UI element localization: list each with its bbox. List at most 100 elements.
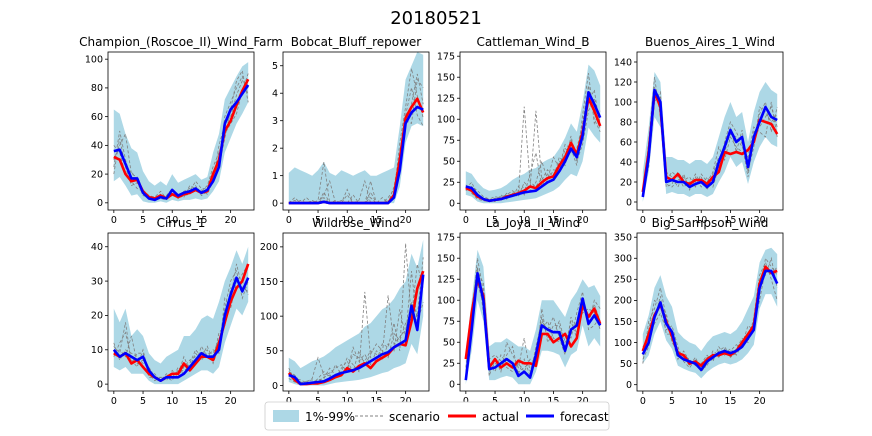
x-tick-label: 5 (315, 396, 321, 407)
x-tick-label: 5 (492, 215, 498, 226)
y-tick-label: 125 (437, 94, 455, 105)
legend-box (264, 401, 610, 431)
y-tick-label: 0 (272, 198, 278, 209)
forecast-line (288, 105, 424, 205)
x-tick-label: 20 (577, 396, 589, 407)
y-tick-label: 75 (443, 136, 455, 147)
y-tick-label: 0 (626, 380, 632, 391)
subplot-title: Champion_(Roscoe_II)_Wind_Farm (79, 35, 283, 49)
y-tick-label: 5 (272, 61, 278, 72)
x-tick-label: 15 (195, 396, 207, 407)
forecast-line (112, 276, 250, 383)
scenario-line (642, 96, 778, 193)
subplot: Cirrus_1 0 5 10 15 20 0 10 20 30 40 (91, 216, 255, 407)
x-tick-label: 5 (669, 215, 675, 226)
subplot-title: Bobcat_Bluff_repower (291, 35, 421, 49)
y-tick-label: 25 (443, 359, 455, 370)
x-tick-label: 20 (754, 396, 766, 407)
subplot: Bobcat_Bluff_repower 0 5 10 15 20 0 1 2 3 4 5 (272, 35, 430, 226)
y-tick-label: 200 (614, 296, 632, 307)
x-tick-label: 15 (195, 215, 207, 226)
axes-frame (636, 232, 784, 392)
y-tick-label: 140 (614, 57, 632, 68)
y-tick-label: 60 (620, 137, 632, 148)
y-tick-label: 4 (272, 89, 278, 100)
legend-band-label: 1%-99% (305, 410, 355, 424)
legend-actual-label: actual (482, 410, 519, 424)
y-tick-label: 60 (91, 112, 103, 123)
scenario-line (465, 96, 601, 203)
y-tick-label: 80 (91, 83, 103, 94)
forecast-line (464, 271, 602, 381)
legend-scenario-label: scenario (389, 410, 440, 424)
band-1-99 (465, 249, 601, 385)
x-tick-label: 10 (341, 215, 353, 226)
y-tick-label: 20 (620, 177, 632, 188)
x-tick-label: 20 (400, 396, 412, 407)
subplot-title: Big_Sampson_Wind (652, 216, 769, 230)
axes-frame (459, 51, 607, 211)
x-tick-label: 10 (695, 396, 707, 407)
scenario-line (288, 271, 424, 385)
subplot-title: Buenos_Aires_1_Wind (645, 35, 775, 49)
x-tick-label: 0 (286, 215, 292, 226)
y-tick-label: 0 (97, 379, 103, 390)
y-tick-label: 125 (437, 275, 455, 286)
scenario-line (113, 269, 249, 382)
band-1-99 (465, 64, 601, 204)
subplot-title: Cirrus_1 (157, 216, 206, 230)
legend: 1%-99% scenario actual forecast (264, 401, 610, 431)
axes-frame (459, 232, 607, 392)
axes-frame (107, 51, 255, 211)
x-tick-label: 10 (518, 396, 530, 407)
y-tick-label: 150 (437, 73, 455, 84)
y-tick-label: 40 (620, 157, 632, 168)
scenario-line (465, 283, 601, 376)
axes-frame (282, 51, 430, 211)
x-tick-label: 10 (341, 396, 353, 407)
x-tick-label: 15 (547, 215, 559, 226)
y-tick-label: 150 (437, 254, 455, 265)
subplot: Buenos_Aires_1_Wind 0 5 10 15 20 0 20 40 60 80 100 1… (614, 35, 784, 226)
y-tick-label: 350 (614, 233, 632, 244)
x-tick-label: 15 (547, 396, 559, 407)
y-tick-label: 300 (614, 254, 632, 265)
legend-forecast-label: forecast (560, 410, 609, 424)
x-tick-label: 10 (695, 215, 707, 226)
y-tick-label: 0 (626, 197, 632, 208)
legend-band-swatch (273, 410, 299, 422)
subplot: Cattleman_Wind_B 0 5 10 15 20 0 25 50 75 100 125 150… (437, 35, 607, 226)
x-tick-label: 20 (225, 396, 237, 407)
x-tick-label: 0 (463, 215, 469, 226)
y-tick-label: 1 (272, 171, 278, 182)
y-tick-label: 20 (91, 169, 103, 180)
y-tick-label: 75 (443, 317, 455, 328)
y-tick-label: 50 (266, 346, 278, 357)
x-tick-label: 20 (577, 215, 589, 226)
x-tick-label: 15 (724, 396, 736, 407)
forecast-line (641, 88, 778, 198)
y-tick-label: 0 (272, 381, 278, 392)
y-tick-label: 100 (437, 115, 455, 126)
subplot-title: Wildrose_Wind (312, 216, 400, 230)
forecast-line (288, 274, 425, 386)
x-tick-label: 5 (315, 215, 321, 226)
axes-frame (282, 232, 430, 392)
x-tick-label: 0 (111, 396, 117, 407)
x-tick-label: 0 (111, 215, 117, 226)
scenario-line (113, 280, 249, 382)
y-tick-label: 150 (614, 317, 632, 328)
forecast-line (465, 91, 602, 203)
y-tick-label: 100 (614, 338, 632, 349)
y-tick-label: 100 (437, 296, 455, 307)
band-1-99 (113, 246, 249, 385)
forecast-line (113, 84, 250, 202)
scenario-line (465, 85, 601, 202)
forecast-line (641, 269, 779, 372)
x-tick-label: 0 (640, 215, 646, 226)
band-1-99 (288, 239, 424, 386)
y-tick-label: 2 (272, 143, 278, 154)
x-tick-label: 5 (140, 215, 146, 226)
